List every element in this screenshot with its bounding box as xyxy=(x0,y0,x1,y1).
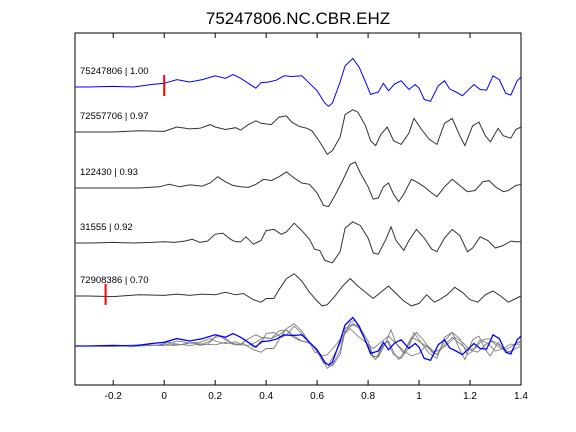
x-tick-label-6: 1 xyxy=(416,391,422,402)
trace-group-1: 72557706 | 0.97 xyxy=(75,109,522,156)
stack-overlay xyxy=(75,316,522,369)
traces-layer: 75247806 | 1.00 72557706 | 0.97 122430 | 0… xyxy=(75,57,522,307)
stack-trace-4 xyxy=(75,323,522,357)
trace-label-1: 72557706 | 0.97 xyxy=(80,111,149,122)
trace-group-4: 72908386 | 0.70 xyxy=(75,273,522,307)
trace-label-2: 122430 | 0.93 xyxy=(80,167,138,178)
trace-group-3: 31555 | 0.92 xyxy=(75,221,521,264)
trace-line-2 xyxy=(75,161,522,208)
x-axis: -0.2 0 0.2 0.4 0.6 0.8 1 1.2 1.4 xyxy=(105,33,528,402)
trace-label-0: 75247806 | 1.00 xyxy=(80,66,149,77)
trace-group-2: 122430 | 0.93 xyxy=(75,161,522,208)
trace-label-3: 31555 | 0.92 xyxy=(80,222,133,233)
x-tick-label-2: 0.2 xyxy=(208,391,222,402)
trace-line-4 xyxy=(75,273,522,307)
trace-line-0 xyxy=(75,57,522,107)
x-tick-label-0: -0.2 xyxy=(105,391,123,402)
trace-line-3 xyxy=(75,221,521,264)
x-tick-label-4: 0.6 xyxy=(310,391,324,402)
stack-reference-trace xyxy=(75,316,522,367)
x-tick-label-5: 0.8 xyxy=(361,391,375,402)
x-tick-label-7: 1.2 xyxy=(463,391,477,402)
x-tick-label-3: 0.4 xyxy=(259,391,273,402)
chart-title: 75247806.NC.CBR.EHZ xyxy=(206,9,390,28)
axes-frame xyxy=(74,32,522,386)
trace-label-4: 72908386 | 0.70 xyxy=(80,275,149,286)
trace-group-0: 75247806 | 1.00 xyxy=(75,57,522,107)
trace-line-1 xyxy=(75,109,522,156)
x-tick-label-1: 0 xyxy=(161,391,167,402)
x-tick-label-8: 1.4 xyxy=(514,391,528,402)
